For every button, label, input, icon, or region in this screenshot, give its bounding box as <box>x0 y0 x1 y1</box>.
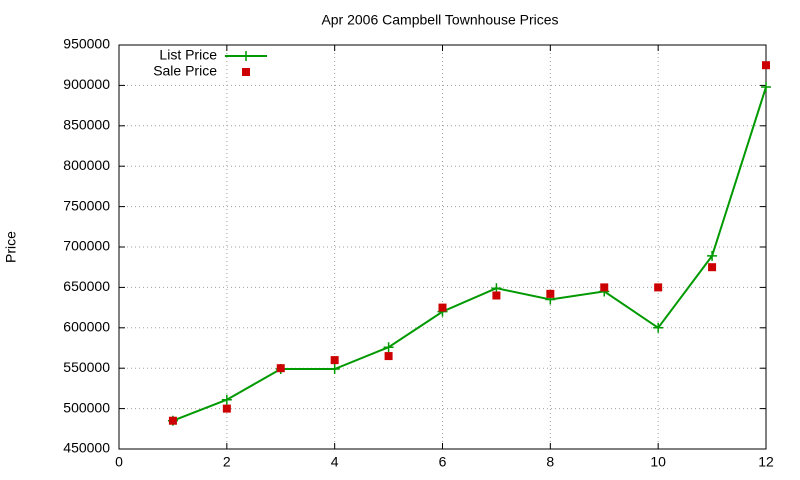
series-line <box>172 86 767 422</box>
data-point <box>276 364 285 373</box>
data-point <box>222 404 231 413</box>
x-tick-label: 0 <box>115 454 123 470</box>
y-tick-label: 600000 <box>63 319 110 335</box>
data-point <box>762 61 770 70</box>
x-tick-label: 12 <box>758 454 774 470</box>
data-point <box>600 283 609 292</box>
data-point <box>329 364 340 375</box>
legend-marker <box>241 51 251 61</box>
data-point <box>330 356 339 365</box>
data-point <box>168 416 177 425</box>
data-point <box>492 291 501 300</box>
data-point <box>546 289 555 298</box>
x-tick-label: 6 <box>439 454 447 470</box>
y-tick-label: 900000 <box>63 76 110 92</box>
data-point <box>384 352 393 361</box>
y-axis-label: Price <box>3 231 19 263</box>
y-tick-label: 950000 <box>63 36 110 52</box>
y-tick-label: 500000 <box>63 399 110 415</box>
x-tick-label: 10 <box>650 454 666 470</box>
data-point <box>654 283 663 292</box>
y-tick-label: 450000 <box>63 440 110 456</box>
legend-label: Sale Price <box>153 63 217 79</box>
x-tick-label: 4 <box>331 454 339 470</box>
y-tick-label: 550000 <box>63 359 110 375</box>
y-tick-label: 700000 <box>63 238 110 254</box>
x-tick-label: 2 <box>223 454 231 470</box>
legend-marker <box>242 68 250 76</box>
y-tick-label: 750000 <box>63 197 110 213</box>
data-point <box>708 263 717 272</box>
y-tick-label: 850000 <box>63 117 110 133</box>
data-point <box>761 82 771 93</box>
data-point <box>653 322 664 333</box>
data-point <box>221 394 232 405</box>
y-tick-label: 650000 <box>63 278 110 294</box>
y-tick-label: 800000 <box>63 157 110 173</box>
data-point <box>707 250 718 261</box>
plot-frame <box>118 44 767 450</box>
legend-label: List Price <box>159 47 217 63</box>
chart-title: Apr 2006 Campbell Townhouse Prices <box>321 12 558 28</box>
x-tick-label: 8 <box>546 454 554 470</box>
data-point <box>438 303 447 312</box>
data-point <box>383 342 394 353</box>
